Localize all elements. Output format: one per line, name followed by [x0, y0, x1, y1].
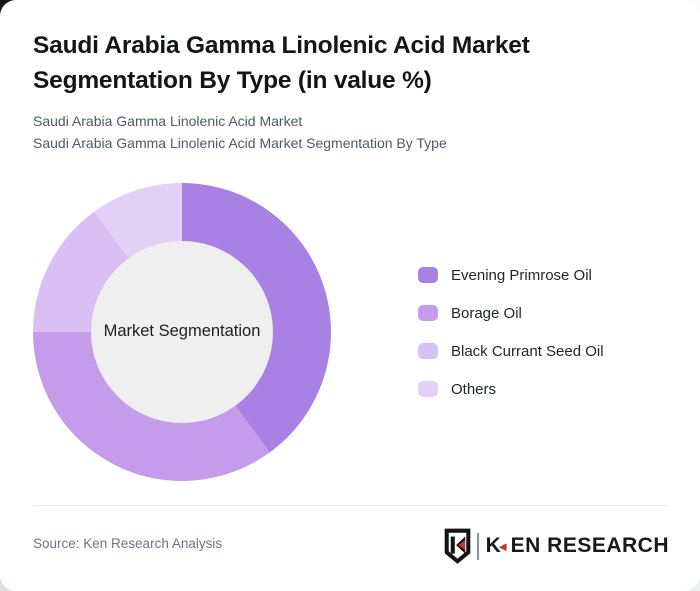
ken-research-shield-icon	[444, 528, 470, 564]
legend-item-black-currant-seed-oil: Black Currant Seed Oil	[418, 342, 604, 360]
subtitle-block: Saudi Arabia Gamma Linolenic Acid Market…	[33, 110, 447, 154]
subtitle-line-2: Saudi Arabia Gamma Linolenic Acid Market…	[33, 135, 447, 151]
chart-legend: Evening Primrose Oil Borage Oil Black Cu…	[418, 267, 604, 419]
logo-letter-k: K	[485, 534, 502, 557]
logo-rest: EN RESEARCH	[510, 534, 669, 557]
legend-item-borage-oil: Borage Oil	[418, 304, 604, 322]
legend-swatch	[418, 305, 438, 321]
legend-item-others: Others	[418, 380, 604, 398]
legend-swatch	[418, 381, 438, 397]
logo-text: K ◄ EN RESEARCH	[486, 534, 669, 558]
subtitle-line-1: Saudi Arabia Gamma Linolenic Acid Market	[33, 113, 303, 129]
footer-divider	[33, 505, 667, 506]
legend-label: Black Currant Seed Oil	[451, 342, 604, 360]
page-title: Saudi Arabia Gamma Linolenic Acid Market…	[33, 32, 530, 94]
donut-hole	[91, 241, 273, 423]
donut-chart	[33, 183, 331, 481]
donut-center-label: Market Segmentation	[103, 322, 261, 340]
legend-label: Borage Oil	[451, 304, 522, 322]
legend-label: Others	[451, 380, 497, 398]
legend-item-evening-primrose-oil: Evening Primrose Oil	[418, 266, 604, 284]
logo-red-triangle-icon: ◄	[496, 538, 510, 554]
legend-swatch	[418, 267, 438, 283]
source-text: Source: Ken Research Analysis	[33, 536, 223, 551]
logo-separator	[476, 532, 479, 560]
legend-label: Evening Primrose Oil	[451, 266, 592, 284]
donut-svg	[33, 183, 331, 481]
ken-research-logo: K ◄ EN RESEARCH	[444, 527, 669, 565]
legend-swatch	[418, 343, 438, 359]
